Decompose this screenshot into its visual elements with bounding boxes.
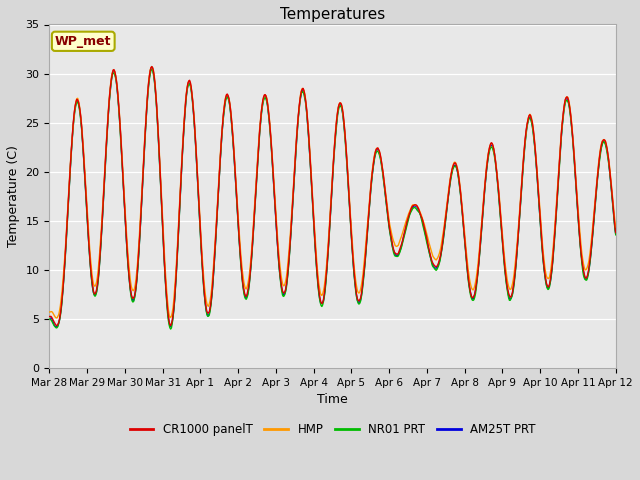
CR1000 panelT	[148, 64, 156, 70]
HMP	[115, 101, 122, 107]
CR1000 panelT	[52, 323, 60, 328]
Line: CR1000 panelT: CR1000 panelT	[49, 67, 616, 325]
AM25T PRT	[612, 231, 620, 237]
Legend: CR1000 panelT, HMP, NR01 PRT, AM25T PRT: CR1000 panelT, HMP, NR01 PRT, AM25T PRT	[125, 419, 540, 441]
X-axis label: Time: Time	[317, 393, 348, 406]
NR01 PRT	[612, 232, 620, 238]
HMP	[173, 252, 181, 257]
CR1000 panelT	[420, 221, 428, 227]
CR1000 panelT	[203, 309, 211, 314]
CR1000 panelT	[612, 230, 620, 236]
AM25T PRT	[115, 104, 122, 109]
HMP	[203, 301, 211, 307]
Line: AM25T PRT: AM25T PRT	[49, 67, 616, 327]
NR01 PRT	[403, 222, 411, 228]
NR01 PRT	[173, 260, 181, 266]
Title: Temperatures: Temperatures	[280, 7, 385, 22]
AM25T PRT	[420, 222, 428, 228]
CR1000 panelT	[45, 313, 53, 319]
HMP	[52, 315, 60, 321]
AM25T PRT	[173, 258, 181, 264]
AM25T PRT	[52, 324, 60, 330]
CR1000 panelT	[173, 257, 181, 263]
Text: WP_met: WP_met	[55, 35, 111, 48]
CR1000 panelT	[56, 311, 64, 317]
NR01 PRT	[56, 317, 63, 323]
HMP	[420, 219, 428, 225]
AM25T PRT	[203, 311, 211, 316]
Y-axis label: Temperature (C): Temperature (C)	[7, 145, 20, 247]
AM25T PRT	[45, 316, 53, 322]
HMP	[612, 225, 620, 230]
AM25T PRT	[148, 64, 156, 70]
HMP	[45, 309, 53, 315]
NR01 PRT	[45, 316, 53, 322]
NR01 PRT	[420, 226, 428, 231]
Line: HMP: HMP	[49, 67, 616, 318]
AM25T PRT	[56, 311, 64, 317]
NR01 PRT	[148, 66, 156, 72]
NR01 PRT	[203, 312, 211, 317]
HMP	[148, 64, 156, 70]
Line: NR01 PRT: NR01 PRT	[49, 69, 616, 329]
HMP	[56, 303, 64, 309]
CR1000 panelT	[115, 102, 122, 108]
HMP	[403, 216, 411, 221]
AM25T PRT	[403, 220, 411, 226]
CR1000 panelT	[403, 219, 411, 225]
NR01 PRT	[167, 326, 175, 332]
NR01 PRT	[114, 94, 122, 100]
